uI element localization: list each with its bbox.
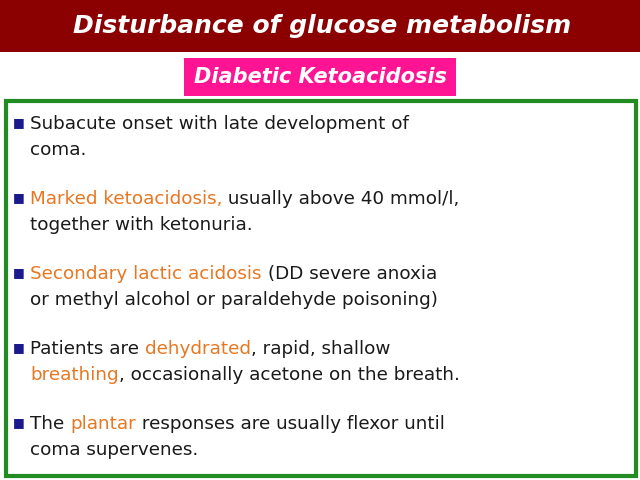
Text: Marked ketoacidosis,: Marked ketoacidosis,: [30, 190, 222, 208]
Text: , occasionally acetone on the breath.: , occasionally acetone on the breath.: [118, 366, 460, 384]
Text: The: The: [30, 415, 70, 433]
FancyBboxPatch shape: [184, 58, 456, 96]
Text: usually above 40 mmol/l,: usually above 40 mmol/l,: [222, 190, 460, 208]
Text: ■: ■: [13, 416, 25, 429]
Text: ■: ■: [13, 341, 25, 354]
Text: together with ketonuria.: together with ketonuria.: [30, 216, 253, 234]
Text: ■: ■: [13, 266, 25, 279]
Text: coma supervenes.: coma supervenes.: [30, 441, 198, 459]
Text: Patients are: Patients are: [30, 340, 145, 358]
Text: breathing: breathing: [30, 366, 118, 384]
FancyBboxPatch shape: [6, 101, 636, 476]
Text: Disturbance of glucose metabolism: Disturbance of glucose metabolism: [73, 14, 571, 38]
Text: Subacute onset with late development of: Subacute onset with late development of: [30, 115, 409, 133]
Text: plantar: plantar: [70, 415, 136, 433]
Text: coma.: coma.: [30, 141, 86, 159]
Text: or methyl alcohol or paraldehyde poisoning): or methyl alcohol or paraldehyde poisoni…: [30, 291, 438, 309]
FancyBboxPatch shape: [0, 0, 640, 52]
Text: ■: ■: [13, 191, 25, 204]
Text: Secondary lactic acidosis: Secondary lactic acidosis: [30, 265, 262, 283]
Text: (DD severe anoxia: (DD severe anoxia: [262, 265, 436, 283]
Text: , rapid, shallow: , rapid, shallow: [251, 340, 390, 358]
Text: responses are usually flexor until: responses are usually flexor until: [136, 415, 445, 433]
Text: ■: ■: [13, 116, 25, 129]
Text: Diabetic Ketoacidosis: Diabetic Ketoacidosis: [193, 67, 447, 87]
Text: dehydrated: dehydrated: [145, 340, 251, 358]
